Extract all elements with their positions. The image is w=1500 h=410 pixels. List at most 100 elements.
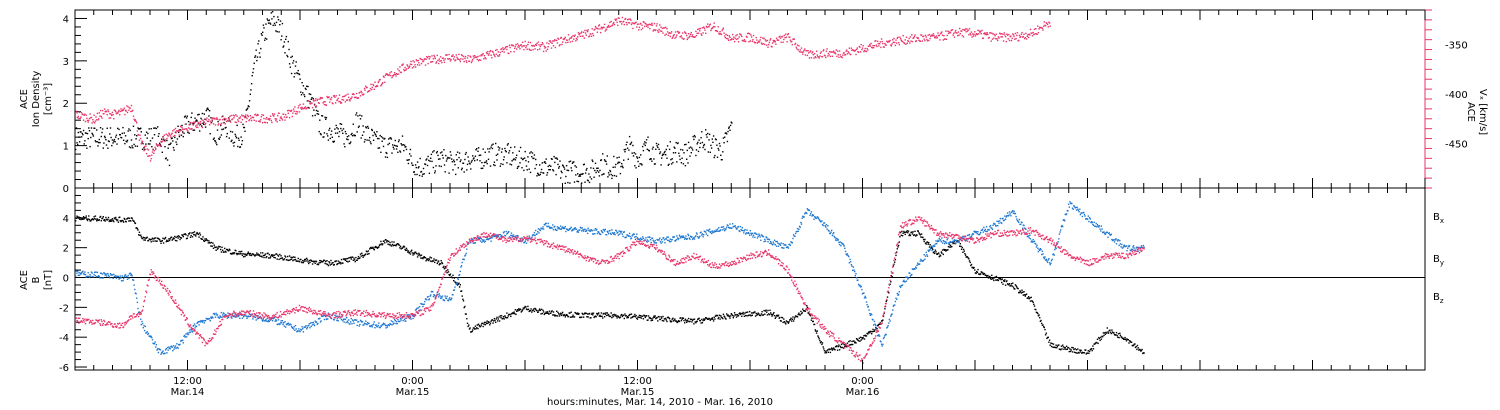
density-series-point — [161, 151, 163, 153]
bx-series-point — [732, 317, 734, 319]
velocity-series-point — [384, 74, 387, 76]
velocity-series-point — [489, 51, 491, 53]
bx-series-point — [1088, 350, 1091, 353]
by-series-point — [556, 226, 559, 228]
bx-series-point — [1037, 315, 1040, 317]
bx-series-point — [850, 343, 853, 346]
by-series-point — [434, 294, 436, 297]
density-series-point — [513, 158, 515, 160]
bx-series-point — [264, 254, 266, 256]
density-series-point — [529, 171, 532, 174]
by-series-point — [463, 258, 465, 261]
density-series-point — [250, 89, 252, 91]
density-series-point — [95, 141, 97, 143]
bx-series-point — [361, 254, 364, 257]
velocity-series-point — [478, 59, 480, 61]
velocity-series-point — [670, 31, 673, 33]
by-series-point — [479, 240, 482, 242]
velocity-series-point — [939, 39, 941, 41]
velocity-series-point — [298, 105, 300, 107]
velocity-series-point — [680, 35, 683, 37]
density-series-point — [527, 161, 530, 163]
velocity-series-point — [84, 113, 86, 115]
bx-series-point — [760, 313, 763, 315]
density-series-point — [418, 166, 420, 168]
by-series-point — [310, 325, 312, 327]
bx-series-point — [498, 316, 500, 318]
bx-series-point — [95, 218, 97, 220]
density-series-point — [98, 138, 100, 141]
by-series-point — [399, 320, 401, 323]
bx-series-point — [320, 260, 322, 262]
velocity-series-point — [952, 34, 954, 36]
density-series-point — [154, 127, 156, 129]
density-series-point — [443, 164, 446, 166]
velocity-series-point — [412, 60, 414, 62]
by-series-point — [393, 322, 395, 324]
bx-series-point — [1111, 329, 1113, 331]
velocity-series-point — [254, 113, 257, 116]
velocity-series-point — [540, 44, 543, 46]
bx-series-point — [341, 262, 343, 264]
density-series-point — [488, 151, 490, 153]
density-series-point — [390, 137, 392, 139]
bx-series-point — [198, 236, 200, 238]
bx-series-point — [630, 313, 633, 315]
density-series-point — [301, 82, 303, 84]
density-series-point — [634, 153, 637, 155]
by-series-point — [90, 271, 93, 273]
velocity-series-point — [159, 143, 161, 146]
velocity-series-point — [687, 33, 690, 35]
by-series-point — [131, 275, 133, 277]
velocity-series-point — [429, 56, 431, 58]
velocity-series-point — [910, 40, 912, 42]
velocity-series-point — [723, 32, 725, 34]
by-series-point — [305, 325, 307, 327]
bx-series-point — [701, 322, 704, 324]
velocity-series-point — [966, 30, 969, 32]
bx-series-point — [815, 332, 818, 334]
bx-series-point — [395, 245, 397, 247]
by-series-point — [153, 342, 156, 345]
bx-series-point — [1083, 352, 1086, 354]
velocity-series-point — [154, 146, 156, 149]
bx-series-point — [213, 244, 215, 246]
bx-series-point — [997, 279, 1000, 282]
bx-series-point — [78, 216, 80, 218]
velocity-series-point — [786, 41, 788, 43]
by-series-point — [215, 312, 217, 315]
bx-series-point — [493, 320, 495, 322]
velocity-series-point — [985, 34, 988, 36]
velocity-series-point — [231, 118, 234, 120]
bx-series-point — [266, 256, 268, 258]
by-series-point — [160, 353, 162, 355]
velocity-series-point — [708, 24, 711, 26]
density-series-point — [76, 142, 78, 144]
velocity-series-point — [170, 136, 172, 138]
velocity-series-point — [265, 118, 267, 120]
velocity-series-point — [887, 41, 889, 43]
velocity-series-point — [499, 51, 501, 54]
velocity-series-point — [437, 62, 440, 65]
density-series-point — [579, 175, 582, 177]
by-series-point — [84, 271, 86, 273]
velocity-series-point — [205, 119, 207, 121]
density-series-point — [584, 172, 587, 174]
by-series-point — [439, 297, 442, 300]
velocity-series-point — [834, 53, 837, 55]
velocity-series-point — [909, 42, 911, 44]
density-series-point — [451, 158, 453, 160]
velocity-series-point — [571, 40, 574, 42]
density-series-point — [231, 139, 233, 141]
bx-series-point — [703, 319, 706, 321]
velocity-series-point — [756, 39, 758, 41]
by-series-point — [323, 318, 326, 321]
by-series-point — [389, 322, 391, 325]
density-series-point — [86, 147, 88, 149]
velocity-series-point — [458, 53, 460, 56]
by-series-point — [277, 323, 279, 326]
velocity-series-point — [346, 99, 349, 101]
bx-series-point — [1100, 338, 1103, 340]
velocity-series-point — [966, 28, 968, 30]
velocity-series-point — [766, 44, 768, 46]
